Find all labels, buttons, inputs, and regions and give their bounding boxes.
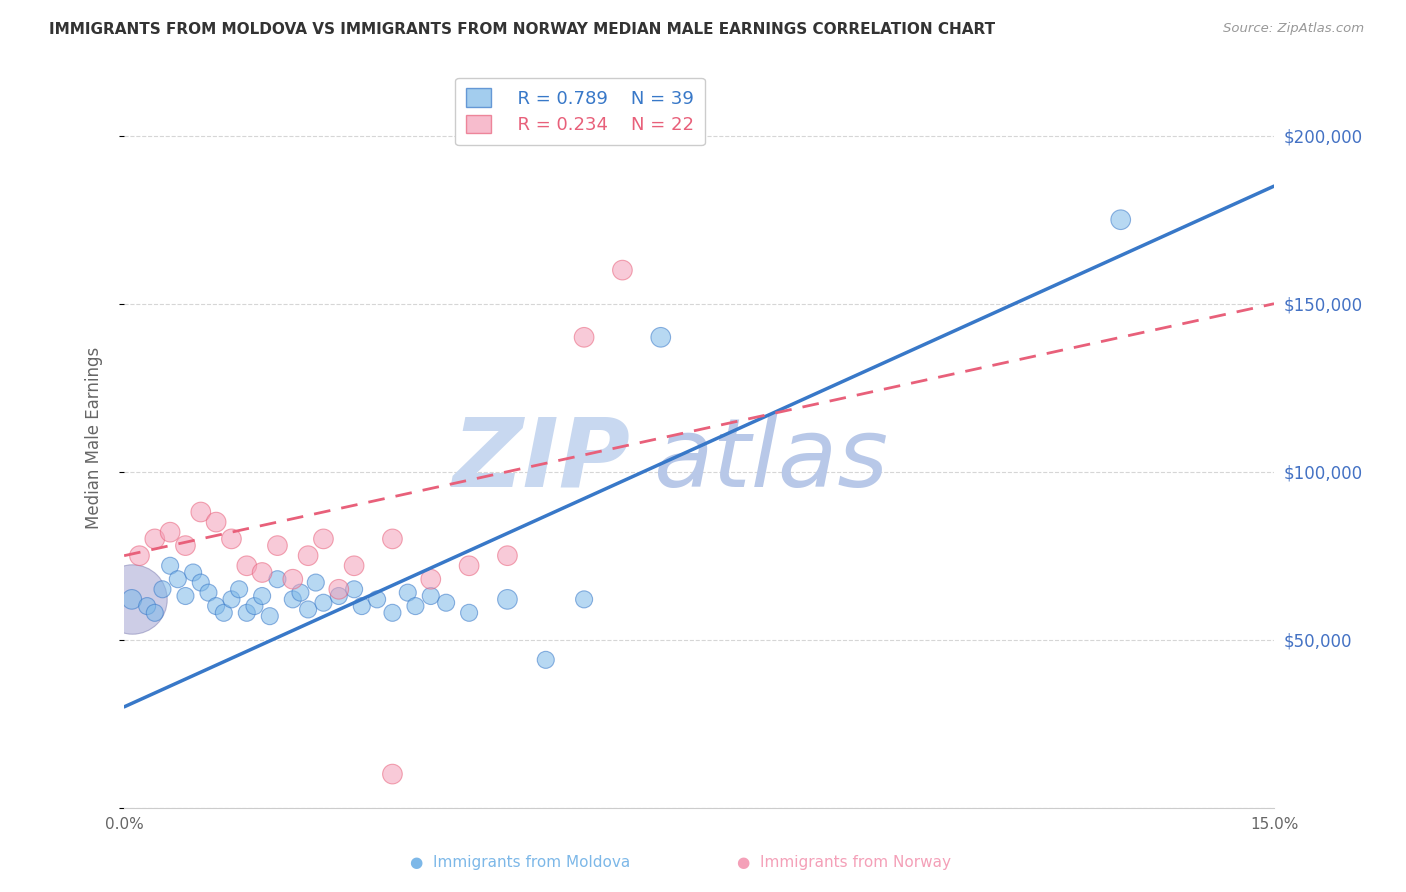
Point: [381, 606, 404, 620]
Text: ●  Immigrants from Moldova: ● Immigrants from Moldova: [411, 855, 630, 870]
Point: [312, 532, 335, 546]
Text: ●  Immigrants from Norway: ● Immigrants from Norway: [737, 855, 950, 870]
Point: [212, 606, 235, 620]
Point: [612, 263, 634, 277]
Point: [266, 572, 288, 586]
Point: [650, 330, 672, 344]
Point: [419, 589, 441, 603]
Point: [136, 599, 159, 613]
Point: [221, 592, 243, 607]
Text: ZIP: ZIP: [453, 414, 630, 507]
Point: [152, 582, 174, 597]
Point: [243, 599, 266, 613]
Point: [458, 606, 481, 620]
Point: [236, 558, 259, 573]
Point: [419, 572, 441, 586]
Point: [281, 592, 304, 607]
Point: [250, 589, 273, 603]
Point: [205, 599, 228, 613]
Point: [328, 589, 350, 603]
Point: [572, 330, 595, 344]
Text: IMMIGRANTS FROM MOLDOVA VS IMMIGRANTS FROM NORWAY MEDIAN MALE EARNINGS CORRELATI: IMMIGRANTS FROM MOLDOVA VS IMMIGRANTS FR…: [49, 22, 995, 37]
Point: [250, 566, 273, 580]
Point: [281, 572, 304, 586]
Point: [434, 596, 457, 610]
Point: [381, 767, 404, 781]
Y-axis label: Median Male Earnings: Median Male Earnings: [86, 347, 103, 529]
Point: [190, 505, 212, 519]
Point: [174, 589, 197, 603]
Point: [159, 558, 181, 573]
Point: [121, 592, 143, 607]
Point: [159, 525, 181, 540]
Point: [496, 592, 519, 607]
Point: [121, 592, 143, 607]
Point: [404, 599, 426, 613]
Point: [572, 592, 595, 607]
Point: [128, 549, 150, 563]
Point: [197, 585, 219, 599]
Point: [496, 549, 519, 563]
Point: [143, 606, 166, 620]
Point: [259, 609, 281, 624]
Point: [236, 606, 259, 620]
Point: [221, 532, 243, 546]
Point: [181, 566, 204, 580]
Point: [350, 599, 373, 613]
Text: Source: ZipAtlas.com: Source: ZipAtlas.com: [1223, 22, 1364, 36]
Point: [228, 582, 250, 597]
Point: [166, 572, 188, 586]
Legend:   R = 0.789    N = 39,   R = 0.234    N = 22: R = 0.789 N = 39, R = 0.234 N = 22: [456, 78, 704, 145]
Point: [174, 539, 197, 553]
Point: [290, 585, 312, 599]
Point: [396, 585, 419, 599]
Point: [1109, 212, 1132, 227]
Text: atlas: atlas: [654, 414, 889, 507]
Point: [458, 558, 481, 573]
Point: [312, 596, 335, 610]
Point: [143, 532, 166, 546]
Point: [205, 515, 228, 529]
Point: [381, 532, 404, 546]
Point: [328, 582, 350, 597]
Point: [343, 582, 366, 597]
Point: [366, 592, 388, 607]
Point: [266, 539, 288, 553]
Point: [305, 575, 328, 590]
Point: [343, 558, 366, 573]
Point: [297, 602, 319, 616]
Point: [534, 653, 557, 667]
Point: [190, 575, 212, 590]
Point: [297, 549, 319, 563]
